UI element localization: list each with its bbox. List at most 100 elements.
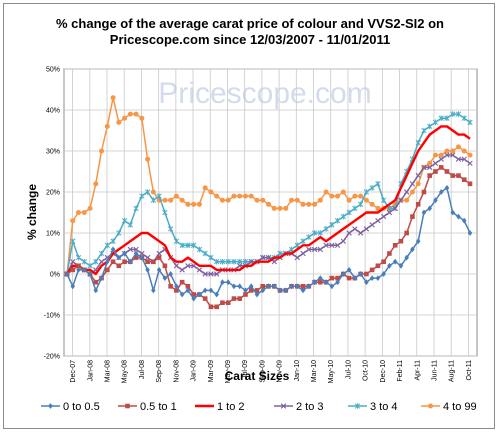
x-tick-label: Jul-08 <box>139 360 146 379</box>
data-point <box>346 267 352 273</box>
x-tick-label: Aug-11 <box>449 360 456 382</box>
data-point <box>306 201 312 207</box>
data-point <box>421 189 427 195</box>
legend-item: 2 to 3 <box>274 401 324 413</box>
data-point <box>145 267 150 273</box>
data-point <box>375 263 381 269</box>
y-tick-label: 10% <box>46 231 60 238</box>
data-point <box>208 189 214 195</box>
data-point <box>196 246 203 253</box>
data-point <box>283 205 289 211</box>
x-tick-label: Mar-10 <box>311 360 318 382</box>
data-point <box>150 197 157 203</box>
data-point <box>104 242 110 249</box>
data-point <box>335 279 340 286</box>
data-point <box>214 193 220 199</box>
data-point <box>185 284 191 289</box>
data-point <box>369 222 375 228</box>
data-point <box>225 258 231 265</box>
data-point <box>317 246 324 253</box>
legend-label: 1 to 2 <box>217 401 245 413</box>
data-point <box>410 214 415 219</box>
data-point <box>455 144 461 150</box>
data-point <box>202 185 208 191</box>
data-point <box>444 152 450 158</box>
data-point <box>352 193 358 199</box>
data-point <box>294 254 300 261</box>
data-point <box>375 218 381 224</box>
data-point <box>76 263 81 269</box>
data-point <box>404 230 409 236</box>
data-point <box>185 242 191 249</box>
data-point <box>168 271 173 277</box>
legend: 0 to 0.5 0.5 to 1 1 to 2 2 to 3 3 to 4 4 to 9… <box>41 401 477 413</box>
data-point <box>260 254 266 261</box>
data-point <box>254 197 260 203</box>
data-point <box>386 205 393 212</box>
data-point <box>398 238 404 244</box>
data-point <box>127 111 133 117</box>
data-point <box>98 250 105 257</box>
legend-item: 0.5 to 1 <box>118 401 177 413</box>
data-point <box>64 271 70 277</box>
x-tick-label: Sep-09 <box>259 360 266 383</box>
data-point <box>404 254 409 261</box>
data-point <box>317 197 323 203</box>
data-point <box>214 304 219 310</box>
data-point <box>387 262 392 269</box>
data-point <box>133 250 139 257</box>
x-axis-title: Carat Sizes <box>225 369 290 383</box>
data-point <box>461 177 467 182</box>
data-point <box>156 255 162 260</box>
data-point <box>237 296 243 301</box>
y-tick-label: 30% <box>46 149 60 156</box>
data-point <box>260 284 266 289</box>
data-point <box>461 156 467 162</box>
data-point <box>116 263 122 269</box>
data-point <box>403 189 410 195</box>
data-point <box>168 197 174 203</box>
data-point <box>392 243 398 248</box>
data-point <box>271 205 277 211</box>
data-point <box>415 181 421 187</box>
data-point <box>456 173 461 178</box>
data-point <box>70 259 76 265</box>
data-point <box>162 263 168 269</box>
data-point <box>346 275 352 281</box>
data-point <box>438 152 444 158</box>
data-point <box>219 258 226 265</box>
data-point <box>139 254 145 261</box>
data-point <box>70 283 76 290</box>
data-point <box>70 218 76 224</box>
data-point <box>237 258 243 265</box>
data-point <box>208 271 214 277</box>
data-point <box>48 403 53 409</box>
x-axis-ticks: Dec-07 Jan-08 Mar-08 May-08 Jul-08 Sep-08 Nov-… <box>70 360 473 383</box>
data-point <box>340 213 346 220</box>
data-point <box>329 242 335 248</box>
data-point <box>110 259 116 264</box>
data-point <box>323 226 329 232</box>
data-point <box>208 254 214 261</box>
data-point <box>323 279 329 286</box>
y-tick-label: -10% <box>44 313 60 320</box>
data-point <box>81 258 87 265</box>
data-point <box>363 226 370 232</box>
series-1-to-2 <box>66 125 471 276</box>
x-tick-label: Jan-09 <box>191 360 198 382</box>
data-point <box>150 189 156 195</box>
data-point <box>162 275 168 281</box>
x-tick-label: Sep-08 <box>156 360 163 383</box>
data-point <box>438 189 444 195</box>
data-point <box>421 164 427 171</box>
data-point <box>387 251 392 256</box>
x-tick-label: Apr-11 <box>414 360 421 381</box>
data-point <box>174 288 179 293</box>
data-point <box>432 152 438 158</box>
data-point <box>375 181 381 187</box>
data-point <box>392 258 398 265</box>
data-point <box>191 292 196 297</box>
data-point <box>444 115 450 121</box>
data-point <box>352 275 358 281</box>
data-point <box>380 197 387 203</box>
